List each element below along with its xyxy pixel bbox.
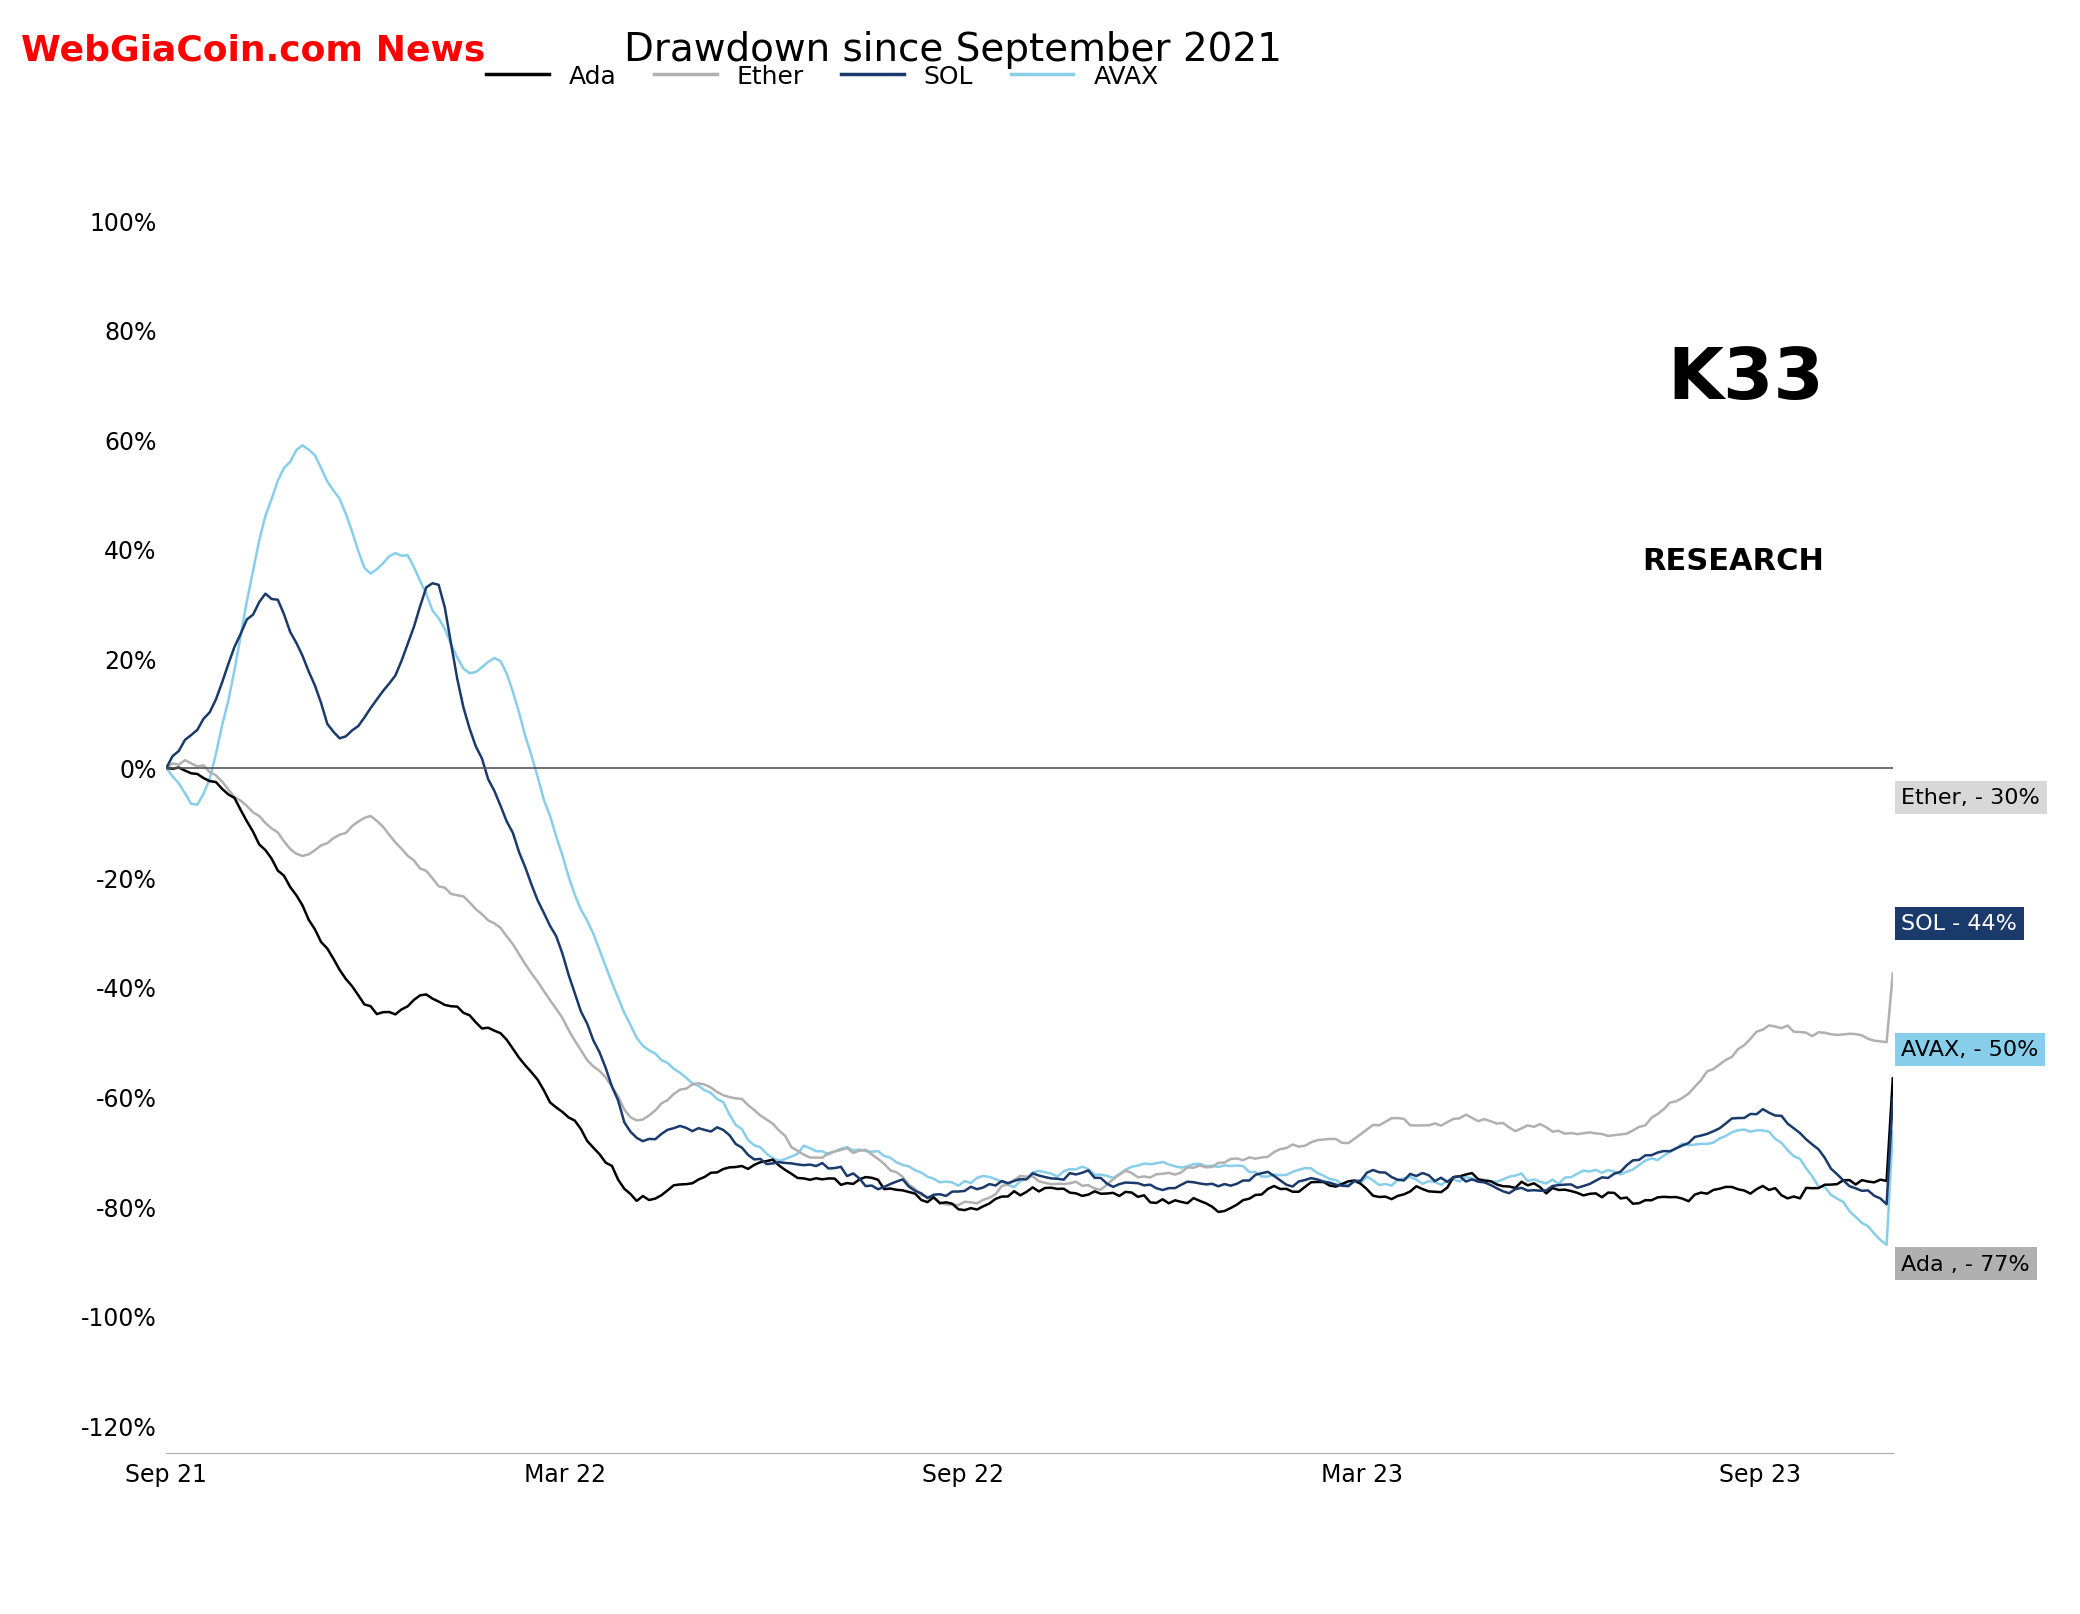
Legend: Ada, Ether, SOL, AVAX: Ada, Ether, SOL, AVAX [476, 55, 1169, 98]
Text: Ada , - 77%: Ada , - 77% [1901, 1254, 2030, 1273]
Text: Drawdown since September 2021: Drawdown since September 2021 [624, 31, 1281, 69]
Text: WebGiaCoin.com News: WebGiaCoin.com News [21, 32, 485, 68]
Text: SOL - 44%: SOL - 44% [1901, 914, 2018, 935]
Text: Ether, - 30%: Ether, - 30% [1901, 788, 2040, 809]
Text: RESEARCH: RESEARCH [1641, 546, 1824, 575]
Text: AVAX, - 50%: AVAX, - 50% [1901, 1039, 2038, 1060]
Text: K33: K33 [1666, 345, 1824, 413]
